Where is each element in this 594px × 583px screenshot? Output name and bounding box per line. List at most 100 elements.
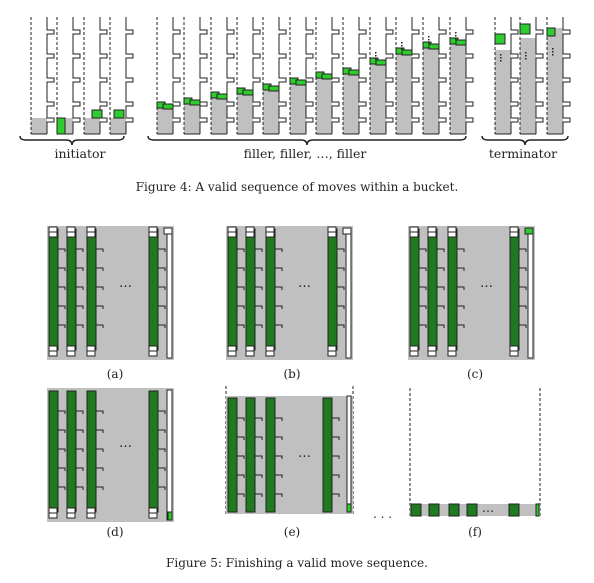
short-green-block (448, 503, 460, 517)
dot-marker (525, 52, 527, 54)
column-stub (158, 267, 166, 271)
column-bottom-boxes (265, 350, 275, 357)
column-stub (275, 248, 283, 252)
column-right-wall-notched (226, 17, 235, 134)
column-stub (96, 410, 104, 414)
column-bottom-boxes (427, 350, 437, 357)
column-top-boxes (427, 226, 437, 233)
green-piece (113, 109, 125, 119)
column-right-wall-notched (99, 17, 108, 134)
column-stub (58, 305, 66, 309)
dot-marker (525, 58, 527, 60)
initiator-brace (19, 135, 125, 146)
column-bottom-boxes (148, 350, 158, 357)
short-green-block (410, 503, 422, 517)
column-right-wall-notched (46, 17, 55, 134)
column-bottom-boxes (66, 512, 76, 519)
green-column (245, 397, 256, 513)
column-stub (237, 324, 245, 328)
column-stub (96, 448, 104, 452)
column-stub (96, 486, 104, 490)
column-stub (76, 486, 84, 490)
column-stub (332, 493, 340, 497)
ellipsis-f: … (482, 501, 494, 515)
figure-4-caption: Figure 4: A valid sequence of moves with… (135, 180, 459, 194)
column-stub (255, 417, 263, 421)
dot-marker (375, 52, 377, 54)
column-right-wall-notched (172, 17, 181, 134)
column-stub (96, 429, 104, 433)
column-stub (96, 305, 104, 309)
green-column (48, 228, 59, 351)
column-stub (158, 429, 166, 433)
bucket-fill (316, 78, 332, 134)
column-right-wall-notched (535, 17, 544, 134)
column-bottom-boxes (148, 512, 158, 519)
column-stub (275, 267, 283, 271)
corner-marker (342, 227, 352, 235)
green-piece (91, 109, 103, 119)
column-stub (58, 410, 66, 414)
column-stub (437, 305, 445, 309)
column-stub (237, 267, 245, 271)
dot-marker (500, 60, 502, 62)
ellipsis-a: … (119, 276, 132, 291)
slot-green-bottom (167, 511, 173, 521)
column-stub (96, 248, 104, 252)
dot-marker (552, 54, 554, 56)
green-piece (375, 59, 387, 66)
green-column (509, 228, 520, 351)
column-stub (76, 448, 84, 452)
column-stub (158, 248, 166, 252)
column-bottom-boxes (66, 350, 76, 357)
column-bottom-boxes (48, 512, 58, 519)
green-column (227, 228, 238, 351)
column-top-boxes (509, 231, 519, 238)
column-stub (337, 324, 345, 328)
column-top-boxes (409, 231, 419, 238)
slot-green-bottom (346, 503, 352, 513)
bucket-fill (263, 90, 279, 134)
bucket-fill (211, 98, 227, 134)
column-stub (76, 324, 84, 328)
panel-gray-region (226, 396, 353, 514)
column-stub (237, 493, 245, 497)
column-right-wall-notched (331, 17, 340, 134)
column-stub (76, 429, 84, 433)
bucket-fill (84, 118, 100, 134)
column-right-wall-notched (278, 17, 287, 134)
column-bottom-boxes (66, 345, 76, 352)
column-bottom-boxes (86, 512, 96, 519)
bucket-fill (520, 38, 536, 134)
column-stub (275, 436, 283, 440)
column-stub (76, 410, 84, 414)
column-stub (96, 467, 104, 471)
corner-marker (163, 227, 173, 235)
right-slot (166, 389, 173, 521)
dot-marker (552, 48, 554, 50)
green-piece (295, 79, 307, 86)
column-stub (437, 286, 445, 290)
column-bottom-boxes (327, 345, 337, 352)
column-stub (96, 286, 104, 290)
green-piece (546, 27, 556, 37)
column-stub (58, 248, 66, 252)
filler-brace (147, 135, 467, 146)
column-top-boxes (86, 231, 96, 238)
bucket-fill (31, 118, 47, 134)
dot-marker (428, 42, 430, 44)
column-stub (457, 305, 465, 309)
green-column (265, 228, 276, 351)
column-bottom-boxes (48, 507, 58, 514)
column-bottom-boxes (227, 345, 237, 352)
bucket-fill (450, 44, 466, 134)
column-stub (237, 417, 245, 421)
ellipsis-e: … (298, 446, 311, 461)
column-stub (332, 436, 340, 440)
column-stub (237, 455, 245, 459)
column-stub (457, 267, 465, 271)
dot-marker (428, 39, 430, 41)
column-bottom-boxes (86, 350, 96, 357)
column-bottom-boxes (48, 345, 58, 352)
